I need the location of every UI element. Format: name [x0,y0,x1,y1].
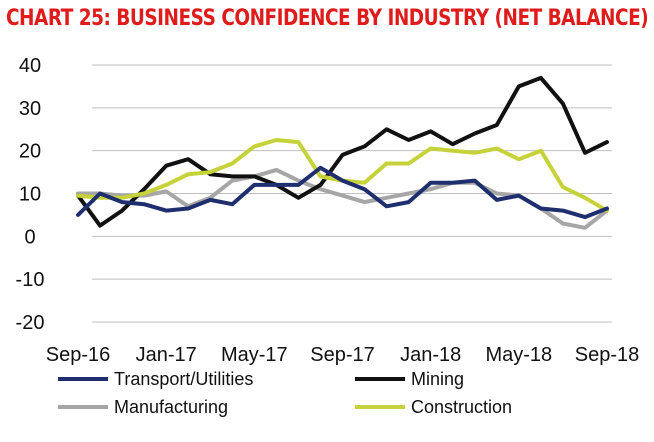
x-tick-label: Sep-18 [575,344,640,366]
x-axis-ticks: Sep-16 Jan-17 May-17 Sep-17 Jan-18 May-18 Sep-… [46,344,640,366]
series-line-mining [76,75,609,228]
y-tick-label: 40 [19,55,41,77]
y-tick-label: 0 [24,226,35,248]
series-lines [76,75,609,230]
x-tick-label: Jan-18 [400,344,461,366]
y-tick-label: 20 [19,141,41,163]
legend-label-mining: Mining [411,369,464,389]
y-axis-ticks: 40 30 20 10 0 -10 -20 [16,55,45,334]
legend: Transport/Utilities Mining Manufacturing Co… [58,369,512,417]
x-tick-label: May-18 [485,344,552,366]
legend-label-transport: Transport/Utilities [114,369,253,389]
chart-title: CHART 25: BUSINESS CONFIDENCE BY INDUSTR… [6,6,649,31]
series-line-transport [76,165,609,220]
x-tick-label: Jan-17 [136,344,197,366]
y-tick-label: -20 [16,312,45,334]
x-tick-label: Sep-16 [46,344,111,366]
x-tick-label: Sep-17 [310,344,375,366]
y-tick-label: 30 [19,98,41,120]
y-tick-label: -10 [16,269,45,291]
y-tick-label: 10 [19,184,41,206]
x-tick-label: May-17 [221,344,288,366]
legend-label-construction: Construction [411,397,512,417]
legend-label-manufacturing: Manufacturing [114,397,228,417]
